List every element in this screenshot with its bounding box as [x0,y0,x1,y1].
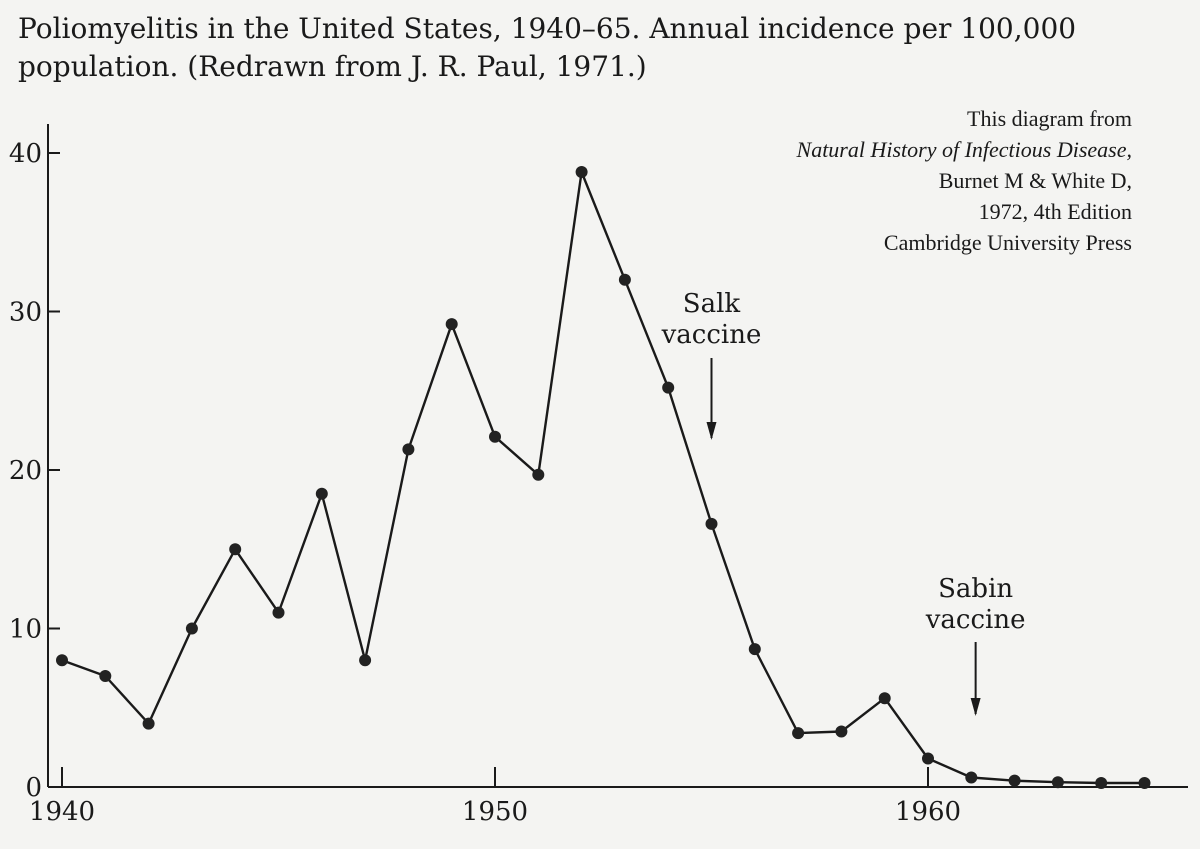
data-point [445,318,458,331]
annotation-arrowhead [706,422,717,440]
data-point [575,166,588,179]
data-point [229,543,242,556]
annotation-arrowhead [970,698,981,716]
incidence-line [61,170,1145,785]
credit-line-1: This diagram from [967,106,1132,131]
data-point [1008,774,1021,787]
data-point [359,654,372,667]
caption-line-1: Poliomyelitis in the United States, 1940… [18,12,1077,45]
data-point [965,771,978,784]
x-tick-label: 1950 [462,797,528,827]
y-tick-label: 20 [9,456,42,486]
source-credit: This diagram from Natural History of Inf… [797,103,1132,258]
credit-line-4: 1972, 4th Edition [978,199,1132,224]
data-point [618,273,631,286]
annotation-label: vaccine [925,605,1026,635]
annotation-label: Salk [683,289,741,319]
data-point [1138,777,1151,790]
x-tick-label: 1960 [895,797,961,827]
annotation-label: vaccine [661,320,762,350]
data-point [185,622,198,635]
data-point [402,443,415,456]
y-tick-label: 10 [9,615,42,645]
credit-line-3: Burnet M & White D, [938,168,1132,193]
y-tick-label: 40 [9,139,42,169]
data-point [272,606,285,619]
data-point [532,468,545,481]
data-point [748,643,761,656]
data-point [142,717,155,730]
figure-caption: Poliomyelitis in the United States, 1940… [18,10,1138,86]
data-point [315,487,328,500]
x-tick-label: 1940 [29,797,95,827]
data-point [705,517,718,530]
data-point [922,752,934,765]
data-point [56,654,68,667]
data-point [792,727,805,740]
y-tick-label: 30 [9,298,42,328]
data-point [489,430,501,443]
data-point [1051,776,1064,789]
data-point [835,725,848,738]
credit-line-2: Natural History of Infectious Disease, [796,137,1132,162]
data-point [878,692,891,705]
caption-line-2: population. (Redrawn from J. R. Paul, 19… [18,50,647,83]
data-point [1095,777,1108,790]
data-point [99,670,112,683]
y-tick-label: 0 [25,773,42,803]
data-point [662,381,675,394]
annotation-label: Sabin [938,574,1013,604]
credit-line-5: Cambridge University Press [883,230,1132,255]
